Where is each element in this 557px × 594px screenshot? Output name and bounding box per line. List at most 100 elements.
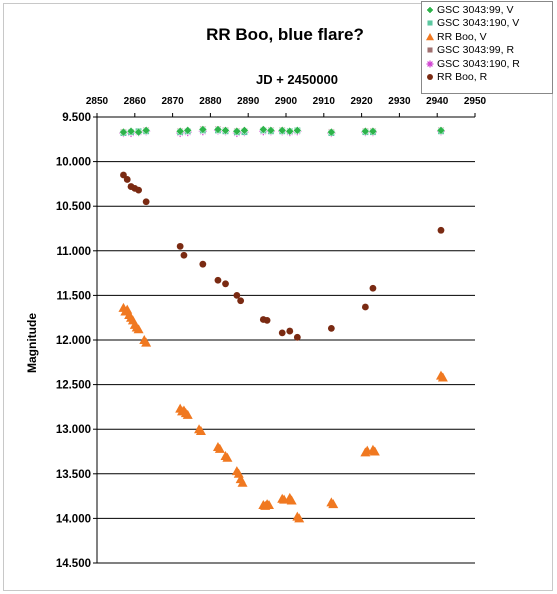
data-point bbox=[120, 171, 127, 179]
data-point bbox=[180, 251, 188, 259]
legend-item-gsc-3043-190-r: GSC 3043:190, R bbox=[424, 57, 550, 71]
data-point bbox=[369, 284, 377, 292]
data-point bbox=[437, 226, 445, 234]
data-point bbox=[222, 452, 233, 462]
data-point bbox=[258, 125, 268, 134]
data-point bbox=[437, 372, 448, 382]
data-point bbox=[369, 446, 380, 456]
data-point bbox=[327, 325, 335, 332]
y-tick-label: 10.500 bbox=[56, 201, 91, 213]
x-tick-label: 2860 bbox=[124, 96, 147, 107]
y-tick-label: 11.500 bbox=[56, 290, 91, 302]
data-point bbox=[294, 513, 305, 523]
data-point bbox=[134, 127, 143, 137]
x-axis-title: JD + 2450000 bbox=[256, 72, 338, 87]
x-tick-label: 2940 bbox=[426, 96, 449, 107]
legend-label: GSC 3043:190, V bbox=[437, 17, 520, 30]
data-point bbox=[266, 126, 276, 135]
y-tick-label: 14.500 bbox=[56, 558, 91, 570]
data-points-layer bbox=[118, 125, 448, 523]
x-tick-label: 2890 bbox=[237, 96, 260, 107]
legend-marker-shape bbox=[426, 47, 434, 54]
x-tick-label: 2850 bbox=[86, 96, 109, 107]
data-point bbox=[182, 409, 193, 419]
legend-marker-icon bbox=[424, 31, 436, 43]
legend-marker-icon bbox=[424, 71, 436, 83]
legend-marker-shape bbox=[427, 74, 433, 81]
legend-marker-icon bbox=[424, 17, 436, 29]
data-point bbox=[368, 126, 378, 136]
x-tick-label: 2910 bbox=[313, 96, 336, 107]
data-point bbox=[221, 126, 230, 135]
data-point bbox=[119, 127, 128, 137]
data-point bbox=[175, 126, 185, 136]
data-point bbox=[327, 127, 336, 137]
legend-label: RR Boo, R bbox=[437, 71, 488, 84]
data-point bbox=[263, 316, 271, 324]
y-tick-label: 11.000 bbox=[56, 246, 91, 258]
data-point bbox=[123, 176, 131, 183]
data-point bbox=[176, 242, 184, 250]
data-point bbox=[361, 126, 370, 136]
x-tick-label: 2870 bbox=[161, 96, 184, 107]
data-point bbox=[142, 198, 150, 206]
axis-layer: 9.500 10.000 10.500 11.000 11.500 12.000 12.50… bbox=[56, 96, 487, 570]
x-tick-label: 2920 bbox=[350, 96, 373, 107]
data-point bbox=[293, 333, 301, 341]
data-point bbox=[199, 260, 207, 268]
y-tick-label: 13.500 bbox=[56, 469, 91, 481]
legend-marker-shape bbox=[426, 32, 434, 40]
legend-marker-icon bbox=[424, 4, 436, 16]
data-point bbox=[214, 443, 225, 453]
grid-layer bbox=[97, 116, 475, 564]
legend-marker-shape bbox=[426, 20, 434, 27]
data-point bbox=[232, 126, 242, 136]
legend-marker-shape bbox=[426, 5, 434, 14]
x-tick-label: 2930 bbox=[388, 96, 411, 107]
data-point bbox=[133, 324, 144, 334]
legend-item-gsc-3043-99-r: GSC 3043:99, R bbox=[424, 44, 550, 58]
y-tick-label: 13.000 bbox=[56, 424, 91, 436]
y-tick-label: 9.500 bbox=[62, 112, 91, 124]
chart-title: RR Boo, blue flare? bbox=[206, 25, 364, 44]
legend-item-rr-boo-r: RR Boo, R bbox=[424, 71, 550, 85]
data-point bbox=[292, 126, 302, 135]
legend-item-rr-boo-v: RR Boo, V bbox=[424, 30, 550, 44]
data-point bbox=[222, 280, 229, 288]
data-point bbox=[214, 276, 222, 284]
data-point bbox=[286, 495, 297, 505]
data-point bbox=[436, 126, 446, 135]
legend-marker-icon bbox=[424, 58, 436, 70]
y-tick-label: 12.000 bbox=[56, 335, 91, 347]
data-point bbox=[195, 425, 206, 435]
data-point bbox=[285, 126, 295, 136]
data-point bbox=[198, 125, 208, 134]
data-point bbox=[126, 126, 136, 136]
data-point bbox=[240, 126, 249, 135]
series-rr-boo-v bbox=[118, 302, 448, 523]
legend-label: GSC 3043:99, V bbox=[437, 3, 514, 16]
data-point bbox=[237, 477, 248, 487]
legend-item-gsc-3043-99-v: GSC 3043:99, V bbox=[424, 3, 550, 17]
y-tick-label: 14.000 bbox=[56, 513, 91, 525]
data-point bbox=[278, 329, 286, 337]
legend-item-gsc-3043-190-v: GSC 3043:190, V bbox=[424, 17, 550, 31]
x-tick-label: 2880 bbox=[199, 96, 222, 107]
y-tick-label: 10.000 bbox=[56, 157, 91, 169]
legend: GSC 3043:99, V GSC 3043:190, V RR Boo, V GS… bbox=[421, 1, 553, 94]
data-point bbox=[135, 186, 142, 194]
series-rr-boo-r bbox=[120, 171, 445, 341]
chart-frame bbox=[3, 3, 553, 591]
series-gsc-3043-99-v bbox=[119, 125, 446, 137]
legend-marker-shape bbox=[426, 60, 434, 68]
legend-label: GSC 3043:99, R bbox=[437, 44, 515, 57]
data-point bbox=[183, 126, 193, 135]
data-point bbox=[286, 327, 294, 335]
legend-marker-icon bbox=[424, 44, 436, 56]
x-tick-label: 2900 bbox=[275, 96, 298, 107]
x-tick-label: 2950 bbox=[464, 96, 487, 107]
data-point bbox=[263, 500, 274, 510]
data-point bbox=[233, 292, 241, 299]
legend-label: GSC 3043:190, R bbox=[437, 57, 520, 70]
